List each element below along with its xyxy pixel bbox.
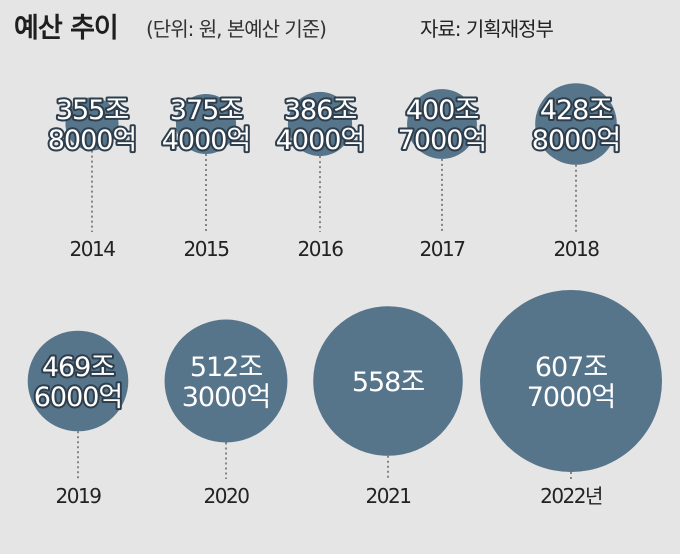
bubble-2016 — [287, 91, 353, 157]
bubble-2019 — [27, 330, 129, 432]
bubble-value-label: 4000억 — [276, 125, 365, 156]
year-label: 2015 — [184, 237, 229, 261]
unit-note: (단위: 원, 본예산 기준) — [146, 17, 327, 41]
bubble-2017 — [407, 89, 477, 159]
year-label: 2021 — [366, 484, 411, 508]
bubble-value-label: 428조 — [540, 95, 613, 126]
bubble-value-label: 7000억 — [398, 125, 487, 156]
bubble-group-7: 558조 2021 — [313, 306, 463, 508]
bubble-value-label: 8000억 — [48, 125, 137, 156]
bubble-value-label: 558조 — [352, 367, 425, 398]
bubble-value-label: 512조 — [190, 352, 263, 383]
bubble-value-label: 400조 — [406, 95, 479, 126]
bubble-value-label: 3000억 — [182, 382, 271, 413]
bubble-value-label: 4000억 — [162, 125, 251, 156]
chart-header: 예산 추이 (단위: 원, 본예산 기준) 자료: 기획재정부 — [0, 0, 680, 50]
year-label: 2017 — [420, 237, 466, 261]
year-label: 2020 — [204, 484, 250, 508]
bubble-value-label: 6000억 — [34, 382, 123, 413]
bubble-2018 — [535, 83, 617, 165]
bubble-2022년 — [480, 290, 662, 472]
year-label: 2019 — [56, 484, 102, 508]
bubble-value-label: 355조 — [56, 95, 129, 126]
bubble-value-label: 8000억 — [532, 125, 621, 156]
year-label: 2014 — [70, 237, 116, 261]
bubble-2015 — [175, 93, 237, 155]
chart-title: 예산 추이 — [14, 13, 119, 44]
year-label: 2016 — [298, 237, 344, 261]
bubble-2020 — [164, 319, 288, 443]
bubble-2021 — [313, 306, 463, 456]
bubble-2014 — [65, 97, 119, 151]
bubble-value-label: 386조 — [284, 95, 357, 126]
year-label: 2018 — [554, 237, 600, 261]
bubble-value-label: 375조 — [170, 95, 243, 126]
bubble-value-label: 469조 — [42, 352, 115, 383]
source-note: 자료: 기획재정부 — [420, 17, 554, 41]
bubble-value-label: 7000억 — [527, 382, 616, 413]
year-label: 2022년 — [540, 484, 602, 508]
bubble-value-label: 607조 — [535, 352, 608, 383]
